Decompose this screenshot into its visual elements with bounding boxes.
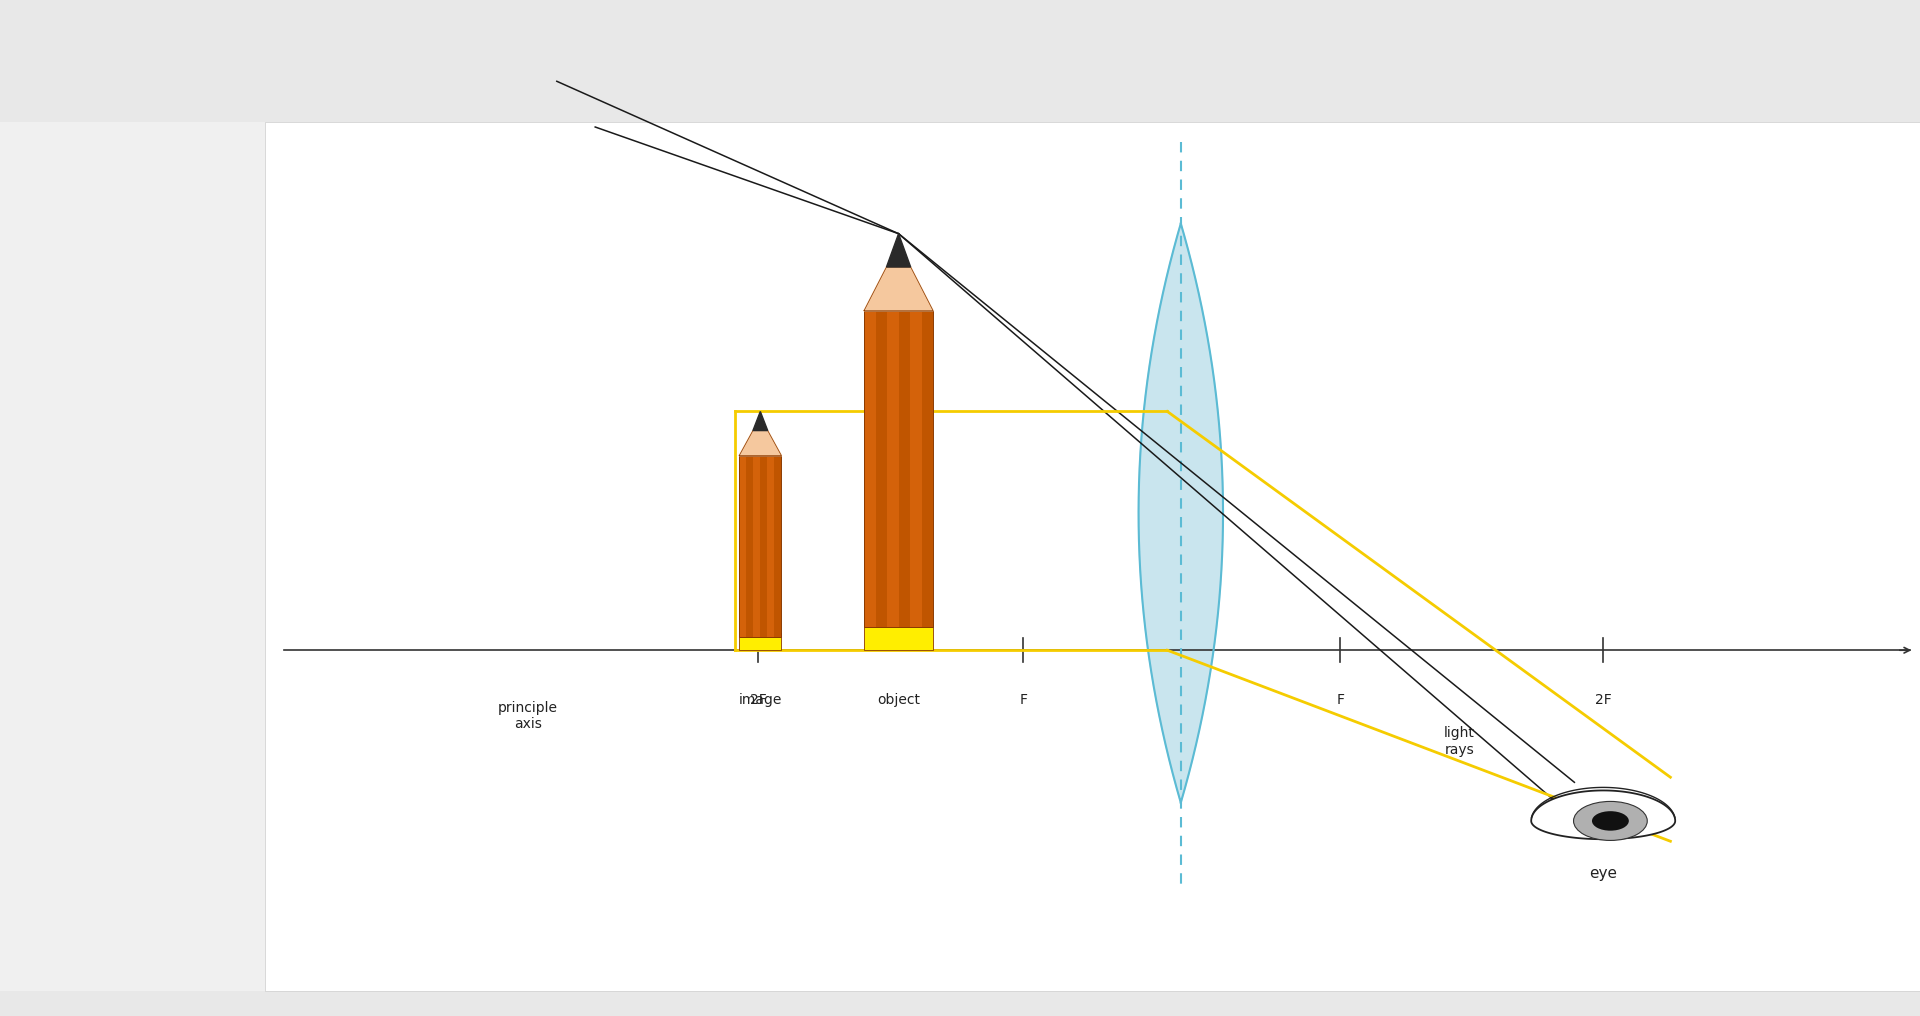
Text: F: F [1020, 693, 1027, 707]
Text: principle
axis: principle axis [497, 701, 559, 732]
Polygon shape [753, 411, 768, 431]
Bar [739, 455, 781, 637]
Bar [753, 455, 760, 637]
Text: 2F: 2F [1596, 693, 1611, 707]
Bar [739, 455, 747, 637]
Bar [747, 455, 753, 637]
Polygon shape [887, 234, 910, 267]
Bar [0, 0, 1920, 122]
Text: light
rays: light rays [1444, 726, 1475, 757]
Bar [899, 311, 910, 627]
Text: F: F [1336, 693, 1344, 707]
Bar [739, 637, 781, 650]
Bar [887, 311, 899, 627]
Circle shape [1574, 802, 1647, 840]
Bar [910, 311, 922, 627]
Text: image: image [739, 693, 781, 707]
Bar [774, 455, 781, 637]
Polygon shape [1532, 790, 1674, 839]
Bar [768, 455, 774, 637]
Bar [864, 311, 876, 627]
Text: eye: eye [1590, 866, 1617, 881]
Bar [0, 991, 1920, 1016]
Polygon shape [739, 431, 781, 455]
Bar [864, 627, 933, 650]
Bar [876, 311, 887, 627]
Bar [0, 122, 265, 1016]
Circle shape [1592, 811, 1628, 831]
Bar [739, 633, 781, 637]
Polygon shape [1139, 224, 1223, 803]
Bar [864, 311, 933, 627]
Bar [760, 455, 768, 637]
Bar [922, 311, 933, 627]
Polygon shape [864, 267, 933, 311]
Bar [265, 122, 1920, 991]
Bar [864, 620, 933, 627]
Text: object: object [877, 693, 920, 707]
Text: 2F: 2F [751, 693, 766, 707]
